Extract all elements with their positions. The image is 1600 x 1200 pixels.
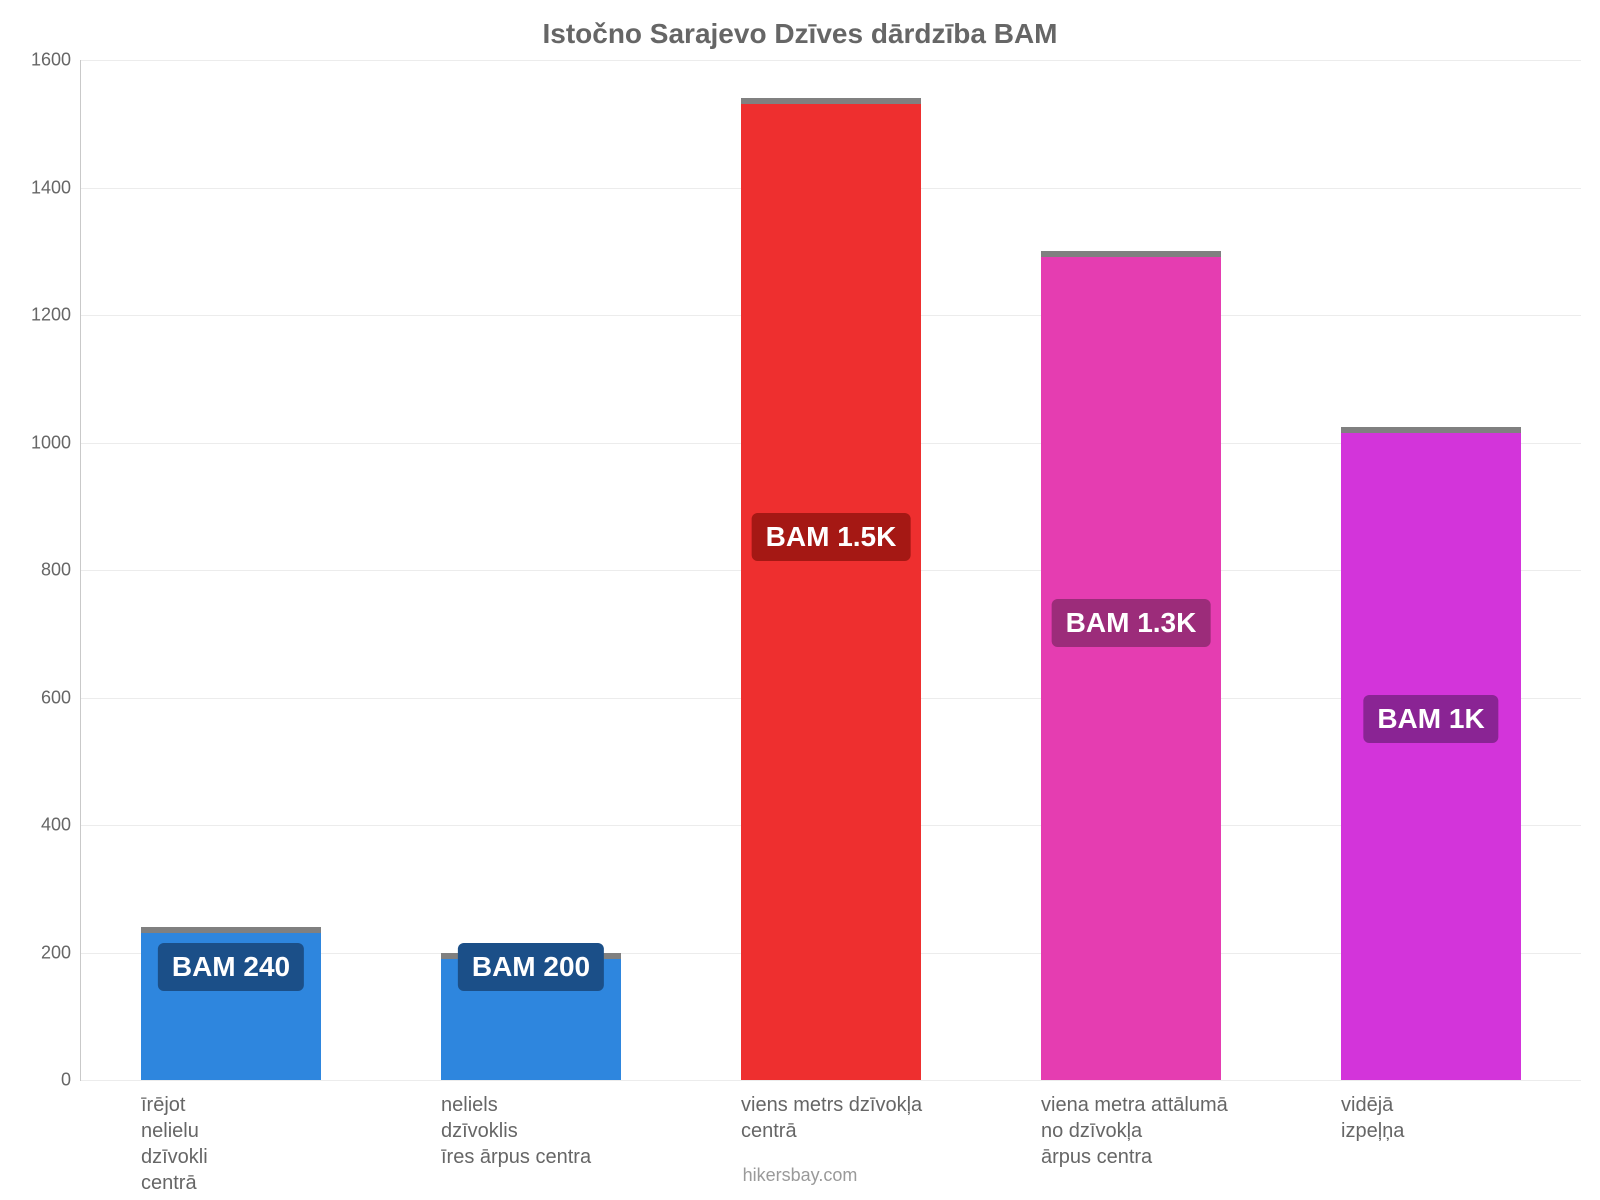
gridline [81,60,1581,61]
y-tick-label: 200 [41,942,81,963]
value-badge: BAM 1.5K [752,513,911,561]
plot-area: 02004006008001000120014001600BAM 240īrēj… [80,60,1581,1081]
chart-container: Istočno Sarajevo Dzīves dārdzība BAM 020… [0,0,1600,1200]
bar [741,98,921,1080]
gridline [81,1080,1581,1081]
value-badge: BAM 1.3K [1052,599,1211,647]
bar-top-strip [141,927,321,933]
x-category-label: viena metra attālumāno dzīvokļaārpus cen… [1041,1092,1326,1170]
x-category-label: nelielsdzīvoklisīres ārpus centra [441,1092,726,1170]
bar-top-strip [1041,251,1221,257]
value-badge: BAM 240 [158,943,304,991]
y-tick-label: 1200 [31,305,81,326]
chart-title: Istočno Sarajevo Dzīves dārdzība BAM [0,18,1600,50]
y-tick-label: 1400 [31,177,81,198]
x-category-label: vidējāizpeļņa [1341,1092,1600,1144]
bar-top-strip [1341,427,1521,433]
y-tick-label: 1000 [31,432,81,453]
credit-text: hikersbay.com [0,1165,1600,1186]
bar-top-strip [741,98,921,104]
bar [1041,251,1221,1080]
bar [1341,427,1521,1080]
y-tick-label: 0 [61,1070,81,1091]
value-badge: BAM 200 [458,943,604,991]
y-tick-label: 400 [41,815,81,836]
x-category-label: viens metrs dzīvokļacentrā [741,1092,1026,1144]
y-tick-label: 800 [41,560,81,581]
y-tick-label: 600 [41,687,81,708]
value-badge: BAM 1K [1363,695,1498,743]
y-tick-label: 1600 [31,50,81,71]
